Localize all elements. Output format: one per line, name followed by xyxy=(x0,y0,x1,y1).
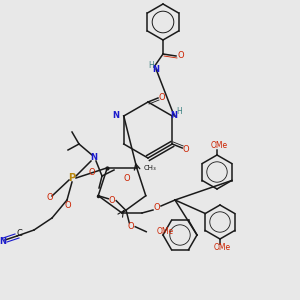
Text: O: O xyxy=(154,203,160,212)
Text: O: O xyxy=(159,92,165,101)
Text: O: O xyxy=(183,145,190,154)
Text: N: N xyxy=(0,238,7,247)
Text: OMe: OMe xyxy=(210,142,228,151)
Text: O: O xyxy=(109,196,116,205)
Text: P: P xyxy=(68,173,76,183)
Text: O: O xyxy=(89,168,95,177)
Text: N: N xyxy=(152,64,160,74)
Text: OMe: OMe xyxy=(156,227,173,236)
Text: O: O xyxy=(47,194,53,202)
Text: OMe: OMe xyxy=(213,244,231,253)
Text: O: O xyxy=(128,222,134,231)
Text: N: N xyxy=(112,112,119,121)
Text: C: C xyxy=(16,229,22,238)
Text: O: O xyxy=(178,52,184,61)
Text: CH₃: CH₃ xyxy=(144,165,156,171)
Text: O: O xyxy=(123,174,130,183)
Text: H: H xyxy=(148,61,154,70)
Text: O: O xyxy=(65,200,71,209)
Text: N: N xyxy=(91,154,98,163)
Text: N: N xyxy=(171,112,178,121)
Text: H: H xyxy=(176,106,182,116)
